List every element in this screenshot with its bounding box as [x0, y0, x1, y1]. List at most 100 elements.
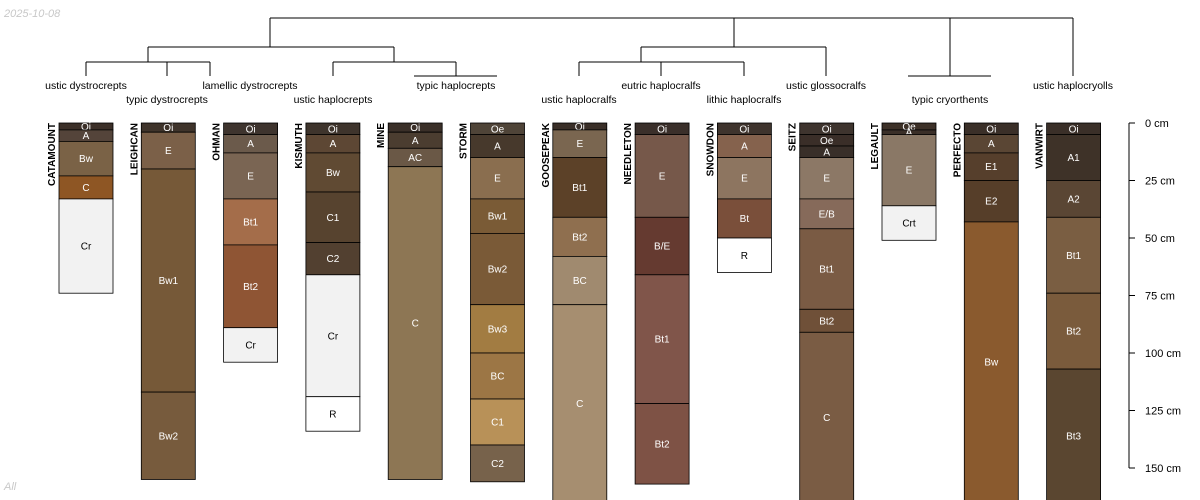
horizon-rect: [963, 180, 1019, 223]
taxon-label: lithic haplocralfs: [707, 94, 782, 106]
depth-tick-label: 75 cm: [1145, 291, 1175, 303]
horizon-label: E: [247, 171, 254, 182]
profile-name: KISMUTH: [294, 123, 305, 169]
horizon-rect: [881, 205, 937, 241]
horizon-label: R: [741, 251, 748, 262]
horizon-label: BC: [491, 372, 505, 383]
profile-name: LEIGHCAN: [129, 123, 140, 175]
horizon-label: Oi: [739, 124, 749, 135]
taxon-label: typic dystrocrepts: [126, 94, 208, 106]
horizon-label: E: [741, 174, 748, 185]
horizon-label: Oi: [246, 124, 256, 135]
profile-name: SEITZ: [788, 123, 799, 151]
horizon-label: A1: [1067, 153, 1080, 164]
horizon-rect: [799, 157, 855, 200]
horizon-label: A: [412, 136, 419, 147]
taxonomy-dendrogram: [85, 17, 1074, 77]
horizon-label: Bt1: [819, 265, 834, 276]
horizon-rect: [634, 403, 690, 485]
horizon-rect: [140, 131, 196, 170]
horizon-rect: [963, 221, 1019, 500]
horizon-rect: [881, 134, 937, 207]
horizon-label: Oi: [163, 123, 173, 134]
horizon-rect: [1046, 292, 1101, 370]
taxon-label: lamellic dystrocrepts: [202, 80, 297, 92]
horizon-label: C: [576, 399, 583, 410]
horizon-label: Bt1: [572, 183, 587, 194]
profile-name: PERFECTO: [952, 123, 963, 177]
depth-tick-label: 150 cm: [1145, 463, 1181, 475]
taxon-label: typic cryorthents: [912, 94, 988, 106]
horizon-label: C1: [491, 418, 504, 429]
horizon-rect: [140, 168, 196, 393]
horizon-label: A: [741, 142, 748, 153]
horizon-rect: [140, 391, 196, 480]
horizon-label: E1: [985, 162, 998, 173]
soil-profile: LEIGHCAN Oi E Bw1 Bw2: [129, 122, 196, 480]
profile-name: LEGAULT: [870, 123, 881, 169]
profile-name: MINE: [376, 123, 387, 148]
horizon-label: E: [494, 174, 501, 185]
horizon-rect: [470, 352, 525, 400]
horizon-rect: [470, 198, 525, 234]
horizon-label: C: [412, 319, 419, 330]
horizon-label: A: [330, 139, 337, 150]
horizon-rect: [470, 444, 525, 483]
horizon-label: BC: [573, 276, 587, 287]
dendro-branch-alfs: [640, 46, 827, 76]
horizon-rect: [1046, 216, 1101, 294]
horizon-label: Oe: [902, 122, 916, 133]
horizon-rect: [305, 152, 361, 193]
horizon-label: A: [83, 131, 90, 142]
soil-profile: NEEDLETON Oi E B/E Bt1 Bt2: [623, 122, 690, 485]
dendro-branch-haplocralfs: [578, 61, 745, 76]
horizon-label: Oi: [986, 124, 996, 135]
horizon-label: Bw1: [488, 212, 508, 223]
horizon-rect: [223, 327, 279, 363]
horizon-rect: [470, 398, 525, 446]
dendro-branch-left: [147, 46, 395, 62]
horizon-rect: [58, 198, 114, 294]
horizon-rect: [1046, 180, 1101, 218]
profile-name: VANWIRT: [1035, 123, 1046, 169]
horizon-label: Bw: [326, 168, 341, 179]
horizon-rect: [470, 304, 525, 354]
soil-profile: VANWIRT Oi A1 A2 Bt1 Bt2 Bt3: [1035, 122, 1101, 500]
horizon-label: Bt1: [243, 217, 258, 228]
horizon-label: A: [494, 142, 501, 153]
horizon-label: Oe: [491, 124, 505, 135]
taxa-labels: ustic dystrocrepts typic dystrocrepts la…: [45, 80, 1113, 106]
horizon-rect: [305, 191, 361, 243]
horizon-rect: [470, 232, 525, 306]
horizon-label: Bt1: [1066, 251, 1081, 262]
horizon-label: Bw3: [488, 324, 508, 335]
horizon-rect: [552, 216, 608, 257]
horizon-label: C: [823, 413, 830, 424]
horizon-label: E: [906, 166, 913, 177]
horizon-label: Bt2: [243, 282, 258, 293]
horizon-label: A: [906, 128, 913, 139]
horizon-rect: [223, 198, 279, 246]
horizon-rect: [552, 255, 608, 306]
horizon-label: Bt: [740, 214, 750, 225]
horizon-rect: [799, 228, 855, 310]
soil-profile: LEGAULT OeA E Crt: [870, 122, 937, 241]
dendro-branch-dystrocrepts: [85, 61, 211, 76]
depth-tick-label: 25 cm: [1145, 176, 1175, 188]
taxon-label: ustic haplocralfs: [541, 94, 616, 106]
horizon-label: Oi: [1069, 124, 1079, 135]
horizon-rect: [305, 242, 361, 276]
depth-tick-label: 100 cm: [1145, 348, 1181, 360]
depth-tick-label: 50 cm: [1145, 233, 1175, 245]
horizon-label: Bw: [79, 154, 94, 165]
horizon-label: Bt2: [819, 316, 834, 327]
soil-profile: KISMUTH Oi A Bw C1 C2 Cr R: [294, 122, 361, 432]
profile-name: GOOSEPEAK: [541, 122, 552, 187]
horizon-label: E: [576, 139, 583, 150]
horizon-label: Oi: [822, 124, 832, 135]
horizon-label: C2: [491, 459, 504, 470]
corner-note: All: [4, 481, 17, 493]
taxon-label: ustic dystrocrepts: [45, 80, 127, 92]
